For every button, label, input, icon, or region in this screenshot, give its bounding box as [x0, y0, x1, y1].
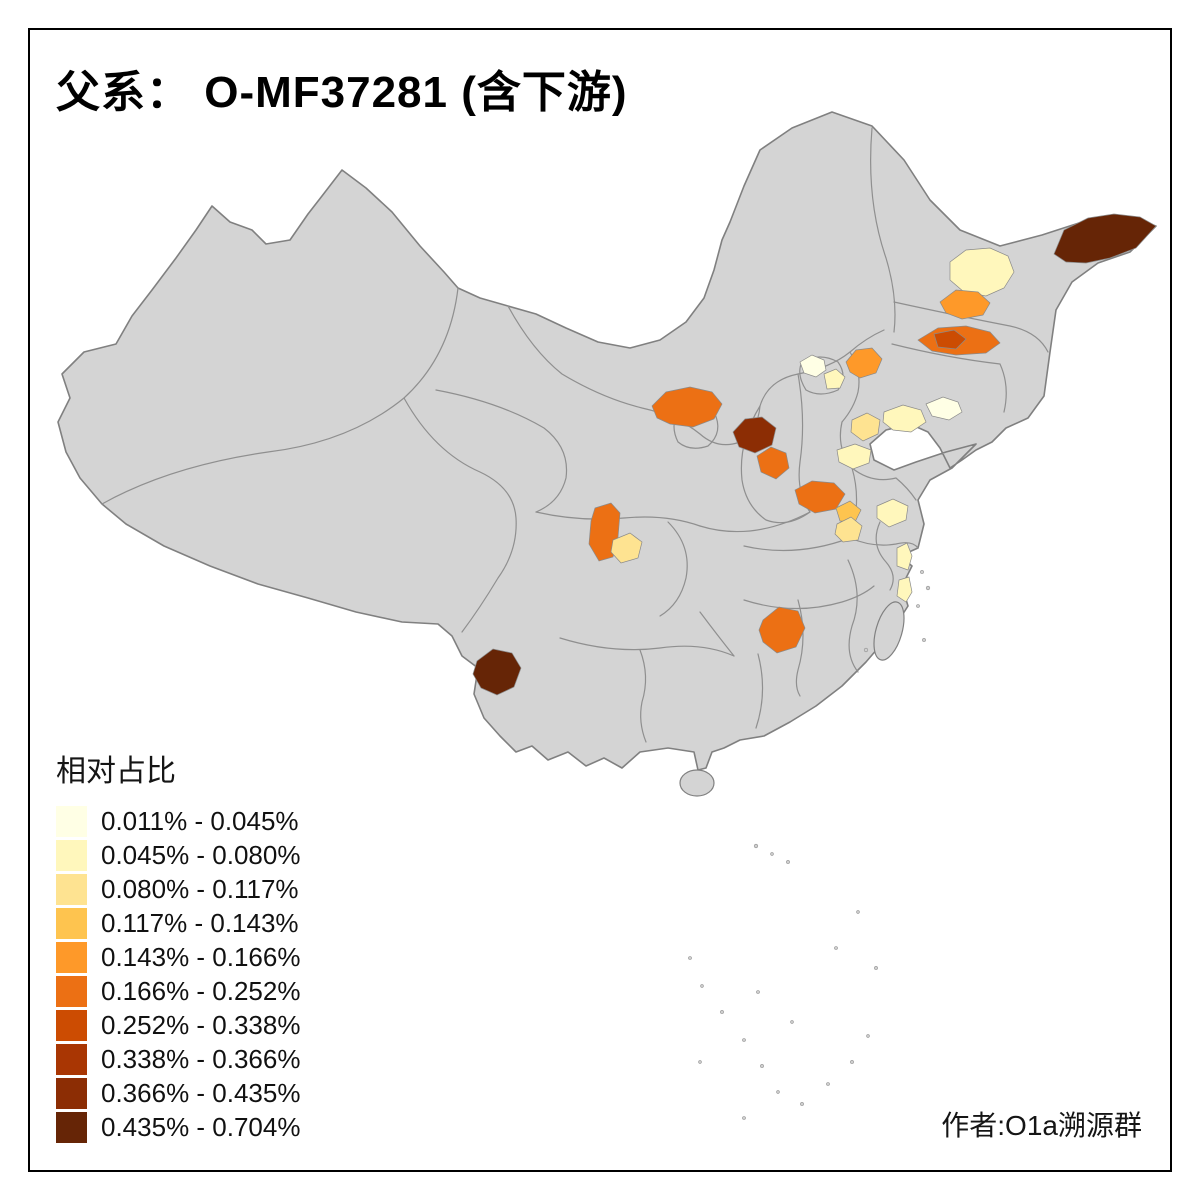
- region-yunnan-west: [472, 648, 522, 696]
- region-jilin-west: [939, 289, 991, 320]
- region-shandong-north: [882, 404, 927, 433]
- legend-swatch: [56, 873, 87, 905]
- legend-label: 0.366% - 0.435%: [101, 1077, 301, 1108]
- region-beijing: [799, 354, 827, 378]
- legend-swatch: [56, 975, 87, 1007]
- legend-swatch: [56, 1111, 87, 1143]
- hainan-island: [679, 769, 715, 797]
- legend-label: 0.435% - 0.704%: [101, 1111, 301, 1142]
- legend-swatch: [56, 805, 87, 837]
- region-jiangsu-central: [876, 498, 909, 528]
- legend-row: 0.117% - 0.143%: [56, 906, 300, 940]
- legend-label: 0.338% - 0.366%: [101, 1043, 301, 1074]
- legend-row: 0.252% - 0.338%: [56, 1008, 300, 1042]
- legend-label: 0.011% - 0.045%: [101, 805, 299, 836]
- region-hunan-east: [758, 606, 806, 654]
- china-mainland: [57, 111, 1157, 771]
- region-shaanxi-north: [756, 446, 790, 480]
- legend-swatch: [56, 907, 87, 939]
- region-shandong-peninsula: [925, 396, 963, 421]
- legend-row: 0.045% - 0.080%: [56, 838, 300, 872]
- region-heilongjiang-central: [949, 247, 1015, 297]
- page-title: 父系： O-MF37281 (含下游): [56, 68, 628, 117]
- legend-label: 0.045% - 0.080%: [101, 839, 301, 870]
- legend: 相对占比 0.011% - 0.045% 0.045% - 0.080% 0.0…: [56, 746, 300, 1144]
- legend-row: 0.143% - 0.166%: [56, 940, 300, 974]
- legend-row: 0.166% - 0.252%: [56, 974, 300, 1008]
- region-zhejiang-coast-2: [896, 576, 913, 603]
- credit-text: 作者:O1a溯源群: [941, 1110, 1142, 1141]
- region-henan-east: [835, 500, 862, 523]
- region-tianjin: [823, 368, 846, 390]
- small-islands: [688, 570, 931, 1120]
- legend-row: 0.338% - 0.366%: [56, 1042, 300, 1076]
- legend-label: 0.117% - 0.143%: [101, 907, 299, 938]
- legend-label: 0.080% - 0.117%: [101, 873, 299, 904]
- legend-row: 0.435% - 0.704%: [56, 1110, 300, 1144]
- region-ne-far-east: [1053, 213, 1157, 264]
- legend-swatch: [56, 1009, 87, 1041]
- region-zhejiang-coast-1: [896, 542, 913, 571]
- legend-swatch: [56, 1077, 87, 1109]
- region-henan-north: [836, 443, 872, 470]
- legend-swatch: [56, 839, 87, 871]
- region-ordos: [651, 386, 723, 428]
- taiwan-island: [873, 601, 905, 661]
- legend-label: 0.143% - 0.166%: [101, 941, 301, 972]
- legend-label: 0.166% - 0.252%: [101, 975, 301, 1006]
- choropleth-regions: [472, 213, 1157, 696]
- legend-swatch: [56, 941, 87, 973]
- legend-row: 0.366% - 0.435%: [56, 1076, 300, 1110]
- legend-row: 0.011% - 0.045%: [56, 804, 300, 838]
- region-liaoning-west: [845, 347, 883, 379]
- region-sichuan-east: [610, 532, 643, 564]
- legend-swatch: [56, 1043, 87, 1075]
- legend-row: 0.080% - 0.117%: [56, 872, 300, 906]
- legend-label: 0.252% - 0.338%: [101, 1009, 301, 1040]
- region-shanxi-central: [732, 416, 777, 454]
- region-henan-west: [794, 480, 846, 514]
- region-anhui-central: [834, 516, 863, 543]
- region-shandong-west: [850, 412, 881, 442]
- legend-title: 相对占比: [56, 755, 176, 788]
- region-liaoning-east: [933, 329, 967, 350]
